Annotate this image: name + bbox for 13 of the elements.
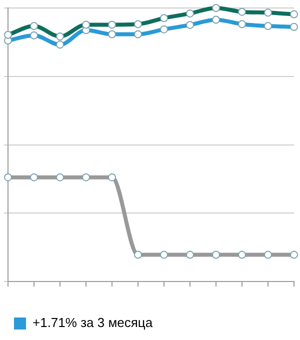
point: [290, 250, 298, 259]
point: [4, 173, 12, 182]
point: [160, 250, 168, 259]
point: [264, 250, 272, 259]
legend-label: +1.71% за 3 месяца: [32, 315, 154, 330]
point: [82, 173, 90, 182]
point: [238, 250, 246, 259]
point: [56, 173, 64, 182]
point: [134, 250, 142, 259]
point: [186, 250, 194, 259]
point: [212, 250, 220, 259]
point: [108, 173, 116, 182]
point: [30, 173, 38, 182]
